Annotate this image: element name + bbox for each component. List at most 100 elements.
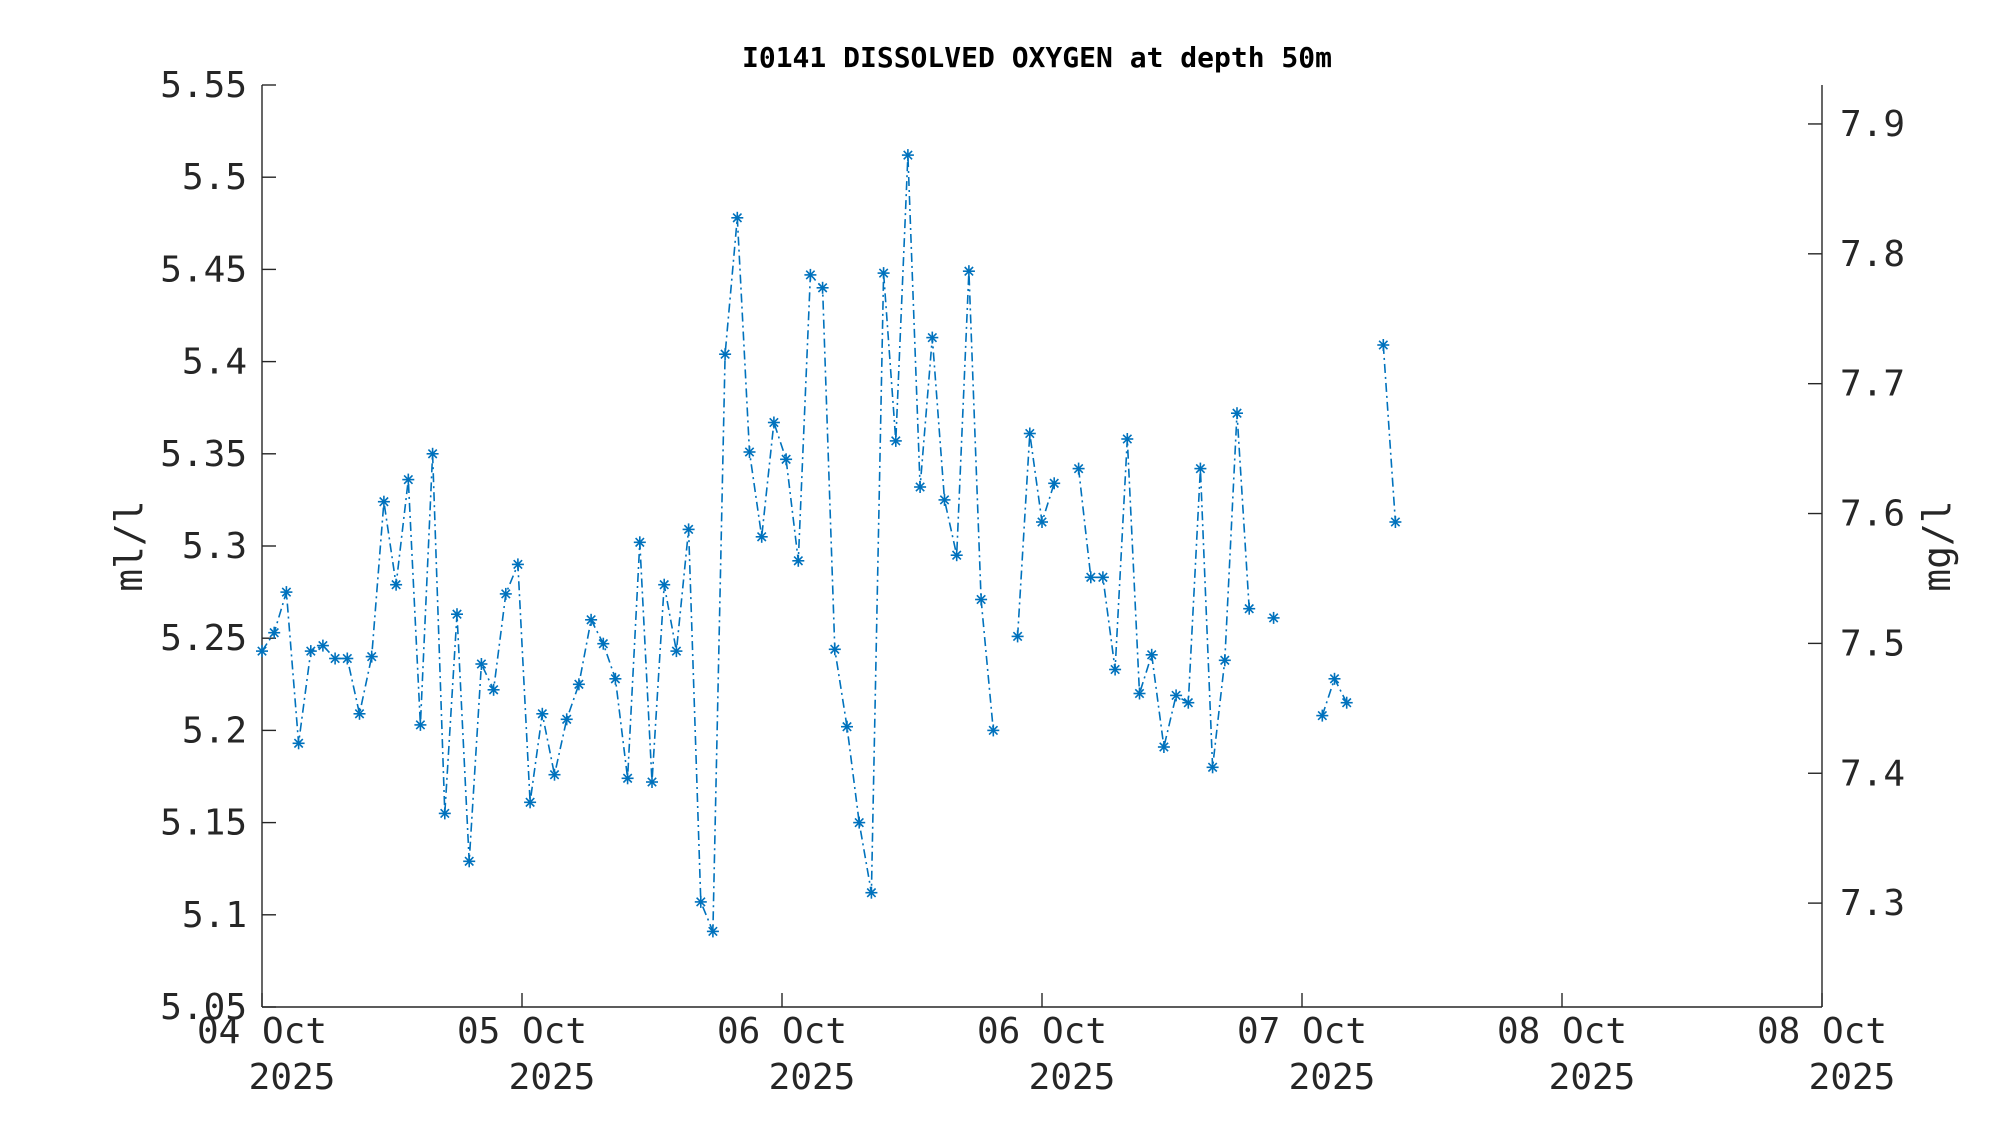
marker-stroke	[951, 550, 962, 560]
marker-stroke	[1244, 603, 1254, 614]
y-tick-label: 5.3	[182, 526, 247, 567]
x-tick-label-year: 2025	[249, 1057, 336, 1098]
marker-stroke	[696, 897, 706, 907]
marker-stroke	[513, 559, 523, 570]
data-point-marker	[1023, 427, 1036, 440]
marker-stroke	[598, 638, 609, 649]
data-point-marker	[1011, 630, 1024, 643]
marker-stroke	[878, 268, 889, 278]
marker-stroke	[269, 627, 279, 638]
data-point-marker	[731, 211, 744, 224]
data-point-marker	[1121, 433, 1134, 445]
x-tick-label-year: 2025	[769, 1057, 856, 1098]
x-tick-label-year: 2025	[1289, 1057, 1376, 1098]
data-point-marker	[755, 530, 768, 543]
data-point-marker	[511, 558, 524, 571]
marker-stroke	[354, 709, 365, 719]
marker-stroke	[1146, 650, 1157, 660]
marker-stroke	[1232, 408, 1242, 418]
data-point-marker	[865, 886, 878, 899]
marker-stroke	[842, 721, 852, 732]
data-point-marker	[646, 776, 658, 788]
data-point-marker	[390, 578, 403, 591]
series-line	[1382, 344, 1397, 523]
right-y-axis-label: mg/l	[1915, 500, 1959, 592]
data-point-marker	[1036, 516, 1048, 528]
data-point-marker	[292, 737, 305, 750]
data-point-marker	[1328, 672, 1341, 685]
y-tick-label: 5.05	[160, 987, 247, 1028]
marker-stroke	[452, 609, 462, 619]
y2-tick-label: 7.5	[1840, 623, 1905, 664]
marker-stroke	[1390, 517, 1401, 527]
data-point-marker	[548, 768, 561, 781]
data-point-marker	[1048, 477, 1061, 490]
marker-stroke	[647, 777, 657, 787]
data-point-marker	[804, 268, 817, 281]
data-point-marker	[463, 855, 476, 868]
marker-stroke	[257, 646, 267, 656]
data-point-marker	[694, 895, 707, 908]
marker-stroke	[610, 674, 621, 684]
data-point-marker	[1243, 602, 1256, 615]
y-tick-label: 5.1	[182, 895, 247, 936]
data-point-marker	[706, 925, 719, 938]
data-point-marker	[950, 549, 963, 562]
data-point-marker	[853, 816, 866, 829]
series-line	[1016, 433, 1055, 637]
data-point-marker	[1316, 709, 1329, 722]
data-point-marker	[987, 724, 1000, 737]
data-point-marker	[1170, 689, 1183, 702]
marker-stroke	[281, 587, 292, 597]
y-tick-label: 5.15	[160, 803, 247, 844]
marker-stroke	[330, 653, 340, 664]
marker-stroke	[342, 653, 353, 664]
data-point-marker	[633, 536, 646, 549]
data-point-marker	[1072, 462, 1085, 475]
data-point-marker	[767, 416, 780, 429]
marker-stroke	[476, 659, 487, 669]
marker-stroke	[781, 454, 791, 465]
x-tick-label-date: 06 Oct	[717, 1011, 847, 1052]
data-point-marker	[841, 720, 853, 733]
data-point-marker	[426, 447, 439, 460]
marker-stroke	[1098, 572, 1108, 583]
marker-stroke	[1268, 613, 1279, 623]
marker-stroke	[1207, 762, 1218, 773]
data-point-marker	[377, 495, 390, 508]
series-line	[1077, 413, 1250, 768]
marker-stroke	[1171, 690, 1181, 701]
data-point-marker	[975, 593, 988, 606]
data-point-marker	[1340, 696, 1353, 709]
marker-stroke	[635, 537, 645, 548]
y-tick-label: 5.55	[160, 65, 247, 106]
marker-stroke	[976, 594, 986, 605]
data-point-marker	[1157, 741, 1170, 753]
marker-stroke	[903, 150, 913, 160]
data-point-marker	[316, 639, 329, 652]
marker-stroke	[622, 773, 633, 784]
data-point-marker	[1182, 696, 1195, 709]
data-point-marker	[938, 493, 951, 506]
data-point-marker	[962, 265, 975, 278]
x-tick-label-date: 07 Oct	[1237, 1011, 1367, 1052]
data-series	[256, 149, 1402, 938]
marker-stroke	[1195, 463, 1206, 474]
data-point-marker	[414, 718, 427, 731]
data-point-marker	[914, 481, 927, 493]
data-point-marker	[743, 446, 756, 458]
marker-stroke	[1378, 340, 1389, 350]
y-tick-label: 5.25	[160, 618, 247, 659]
data-point-marker	[1096, 571, 1109, 584]
data-point-marker	[780, 453, 793, 466]
data-point-marker	[402, 473, 415, 486]
marker-stroke	[1220, 655, 1230, 666]
marker-stroke	[1317, 710, 1328, 721]
marker-stroke	[891, 436, 901, 446]
data-point-marker	[1133, 687, 1146, 700]
data-point-marker	[487, 683, 500, 696]
marker-stroke	[525, 797, 535, 808]
data-point-marker	[304, 645, 317, 658]
marker-stroke	[1159, 742, 1169, 752]
x-tick-label-date: 08 Oct	[1757, 1011, 1887, 1052]
